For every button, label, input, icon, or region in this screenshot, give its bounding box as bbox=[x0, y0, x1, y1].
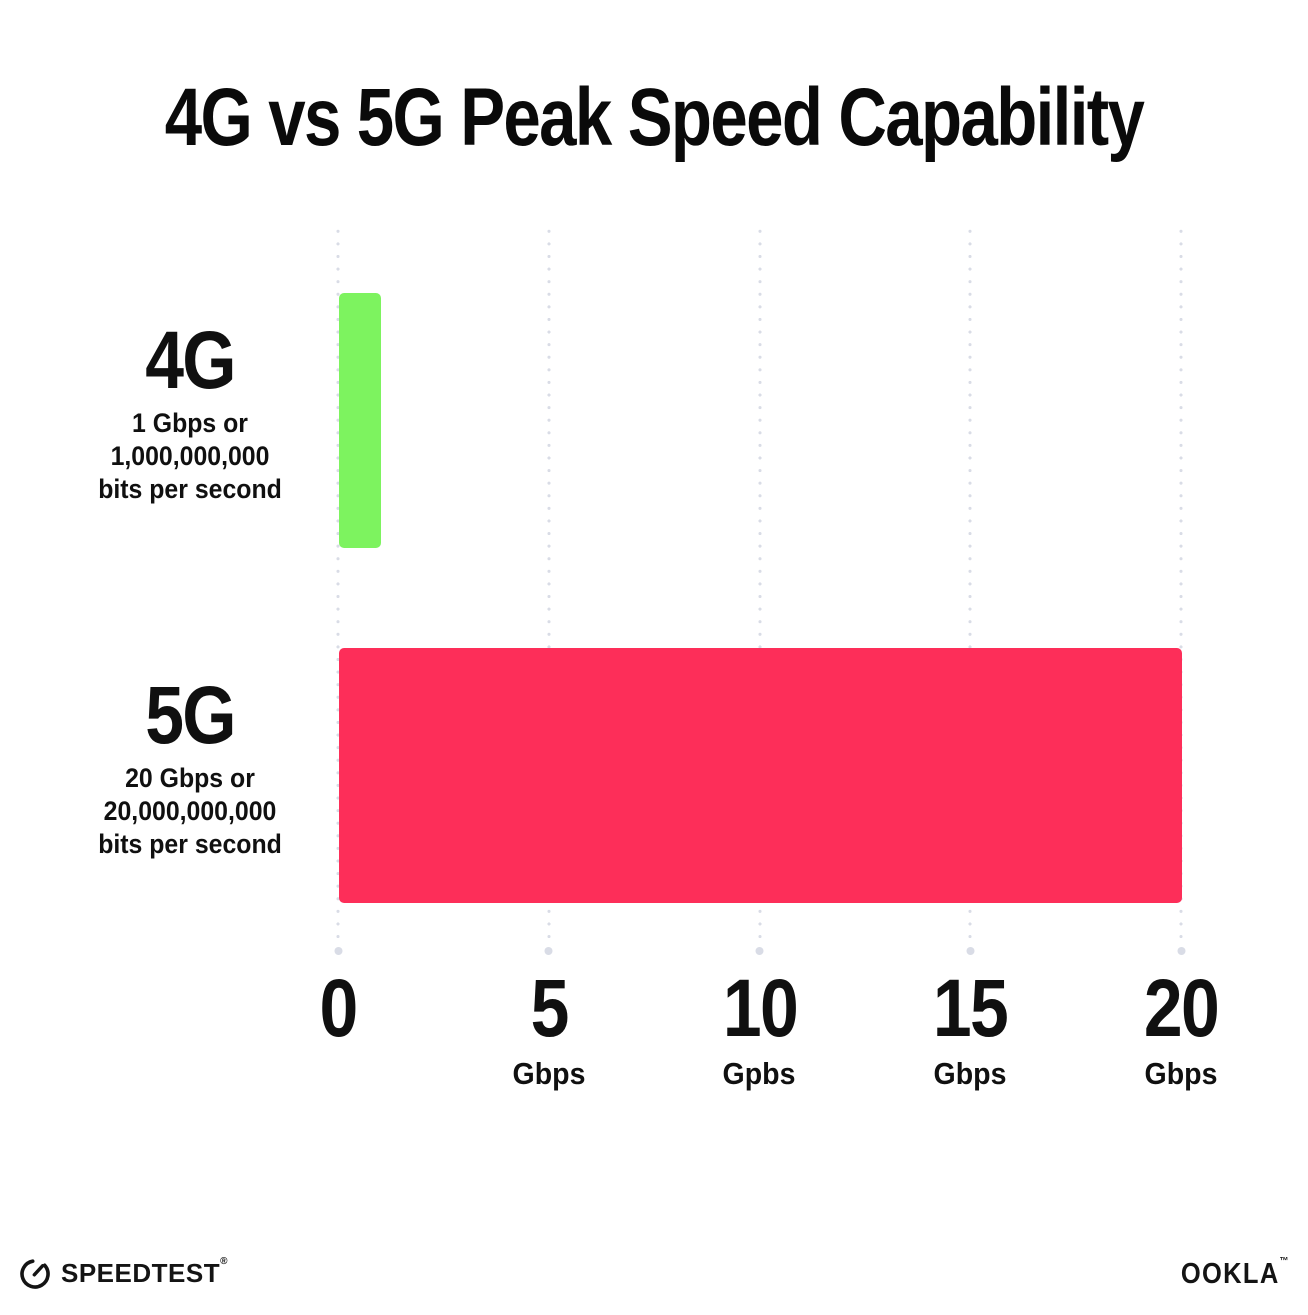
speedtest-logo: SPEEDTEST® bbox=[16, 1254, 228, 1292]
x-tick-unit: Gbps bbox=[512, 1056, 586, 1091]
x-tick-5: 5 Gbps bbox=[509, 963, 588, 1091]
desc-line: 1,000,000,000 bbox=[110, 441, 270, 471]
bar-5g bbox=[339, 648, 1182, 903]
desc-line: bits per second bbox=[98, 474, 282, 504]
ookla-trademark-symbol: ™ bbox=[1279, 1256, 1290, 1267]
desc-line: 20,000,000,000 bbox=[103, 796, 277, 826]
category-desc-5g: 20 Gbps or 20,000,000,000 bits per secon… bbox=[47, 762, 332, 861]
gridline-15 bbox=[968, 225, 972, 947]
speedtest-label: SPEEDTEST bbox=[61, 1257, 221, 1288]
gridline-0 bbox=[336, 225, 340, 947]
category-label-5g: 5G 20 Gbps or 20,000,000,000 bits per se… bbox=[35, 675, 345, 861]
x-tick-number: 0 bbox=[319, 963, 358, 1054]
category-label-4g: 4G 1 Gbps or 1,000,000,000 bits per seco… bbox=[35, 320, 345, 506]
x-tick-0: 0 bbox=[316, 963, 360, 1059]
chart-title: 4G vs 5G Peak Speed Capability bbox=[164, 71, 1145, 163]
gridline-20 bbox=[1179, 225, 1183, 947]
plot-area bbox=[336, 225, 1183, 960]
x-tick-10: 10 Gpbs bbox=[716, 963, 803, 1091]
x-tick-number: 10 bbox=[722, 963, 798, 1054]
ookla-label: OOKLA bbox=[1181, 1258, 1280, 1290]
x-tick-15: 15 Gbps bbox=[927, 963, 1014, 1091]
category-name-4g: 4G bbox=[145, 315, 236, 406]
x-tick-20: 20 Gbps bbox=[1137, 963, 1224, 1091]
ookla-logo: OOKLA™ bbox=[1181, 1256, 1290, 1291]
speedtest-trademark-symbol: ® bbox=[220, 1255, 228, 1267]
desc-line: 1 Gbps or bbox=[132, 408, 248, 438]
x-tick-number: 20 bbox=[1143, 963, 1220, 1054]
category-desc-4g: 1 Gbps or 1,000,000,000 bits per second bbox=[47, 407, 332, 506]
x-tick-unit: Gpbs bbox=[723, 1056, 796, 1091]
x-tick-number: 15 bbox=[933, 963, 1009, 1054]
x-tick-number: 5 bbox=[530, 963, 569, 1054]
gridline-5 bbox=[547, 225, 551, 947]
category-name-5g: 5G bbox=[145, 670, 236, 761]
speedtest-wordmark: SPEEDTEST® bbox=[61, 1255, 228, 1289]
speedometer-gauge-icon bbox=[16, 1254, 54, 1292]
x-axis: 0 5 Gbps 10 Gpbs 15 Gbps 20 Gbps bbox=[319, 963, 1219, 1102]
gridline-10 bbox=[758, 225, 761, 947]
desc-line: 20 Gbps or bbox=[125, 763, 255, 793]
desc-line: bits per second bbox=[98, 829, 282, 859]
x-tick-unit: Gbps bbox=[933, 1056, 1007, 1091]
x-tick-unit: Gbps bbox=[1144, 1056, 1218, 1091]
bar-4g bbox=[339, 293, 382, 548]
